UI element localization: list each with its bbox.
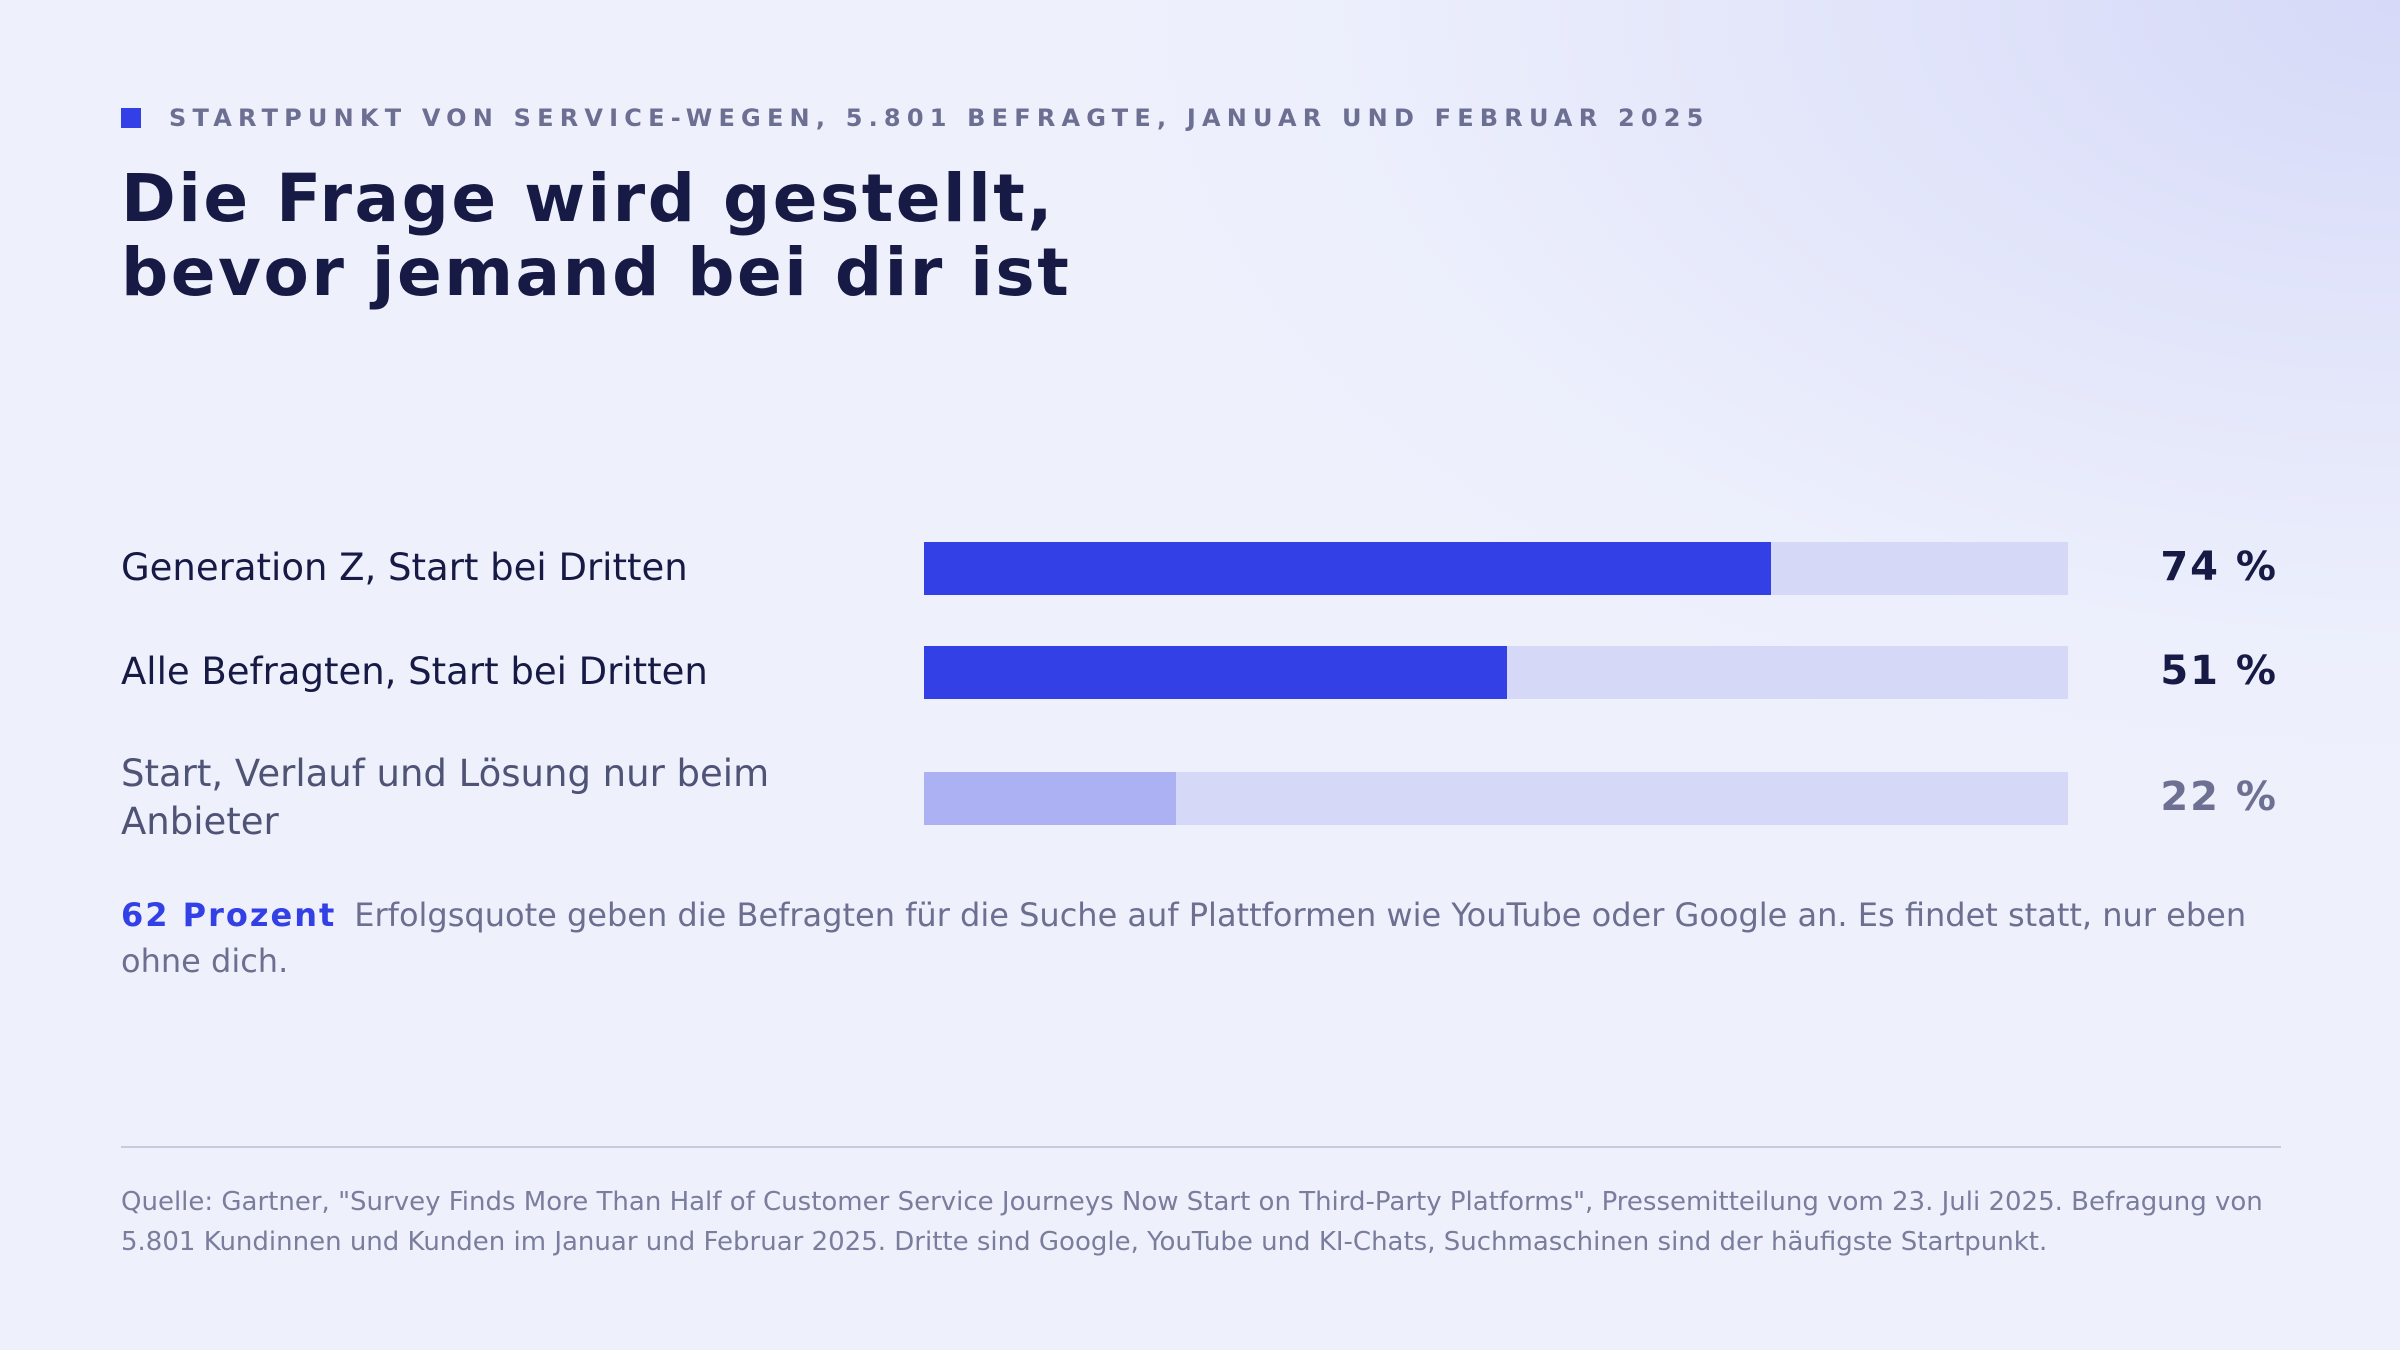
title-line-2: bevor jemand bei dir ist (121, 234, 1072, 311)
page-title: Die Frage wird gestellt, bevor jemand be… (121, 162, 1071, 310)
source-note: Quelle: Gartner, "Survey Finds More Than… (121, 1187, 2263, 1257)
bar (924, 646, 1508, 699)
eyebrow-text: STARTPUNKT VON SERVICE-WEGEN, 5.801 BEFR… (169, 104, 1710, 132)
bar-label: Start, Verlauf und Lösung nur beim Anbie… (121, 752, 770, 843)
bar-label: Alle Befragten, Start bei Dritten (121, 650, 708, 693)
eyebrow-square-icon (121, 108, 141, 128)
callout-highlight: 62 Prozent (121, 896, 337, 934)
bar-track (924, 772, 2068, 825)
eyebrow: STARTPUNKT VON SERVICE-WEGEN, 5.801 BEFR… (121, 104, 1710, 132)
bar-value-label: 74 % (2160, 544, 2278, 590)
bar (924, 772, 1176, 825)
divider (121, 1146, 2281, 1148)
bar-track (924, 646, 2068, 699)
callout: 62 Prozent Erfolgsquote geben die Befragt… (121, 892, 2281, 984)
title-line-1: Die Frage wird gestellt, (121, 160, 1055, 237)
bar (924, 542, 1771, 595)
callout-text: Erfolgsquote geben die Befragten für die… (121, 896, 2247, 980)
bar-label: Generation Z, Start bei Dritten (121, 546, 688, 589)
bar-track (924, 542, 2068, 595)
bar-value-label: 51 % (2160, 648, 2278, 694)
bar-value-label: 22 % (2160, 774, 2278, 820)
